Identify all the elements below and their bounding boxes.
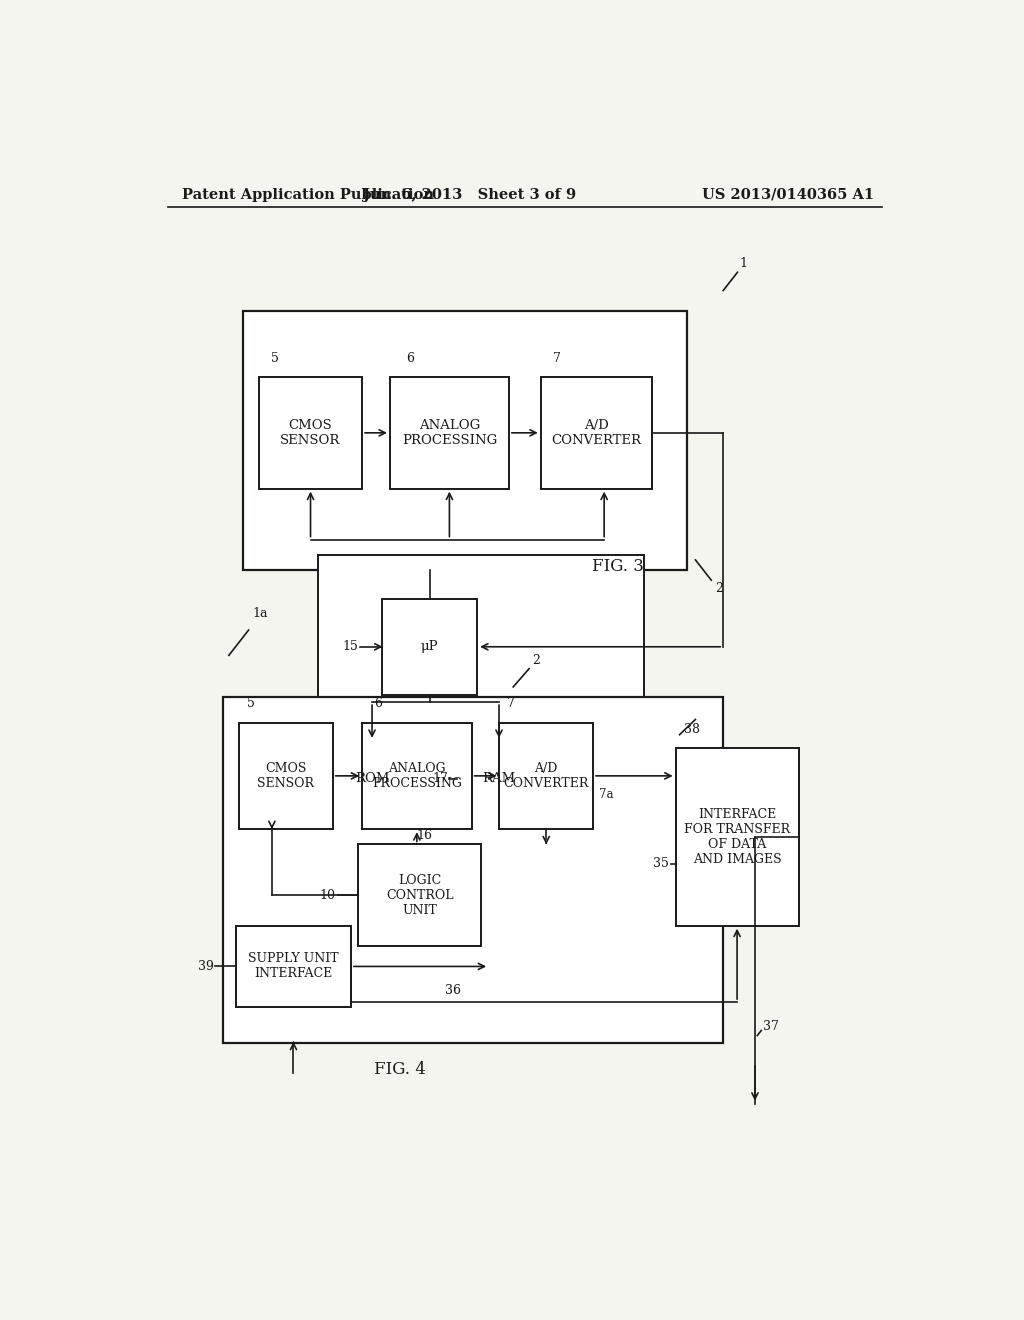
Bar <box>676 748 799 925</box>
Text: 1a: 1a <box>253 607 268 620</box>
Text: ANALOG
PROCESSING: ANALOG PROCESSING <box>372 762 462 789</box>
Text: CMOS
SENSOR: CMOS SENSOR <box>257 762 314 789</box>
Text: 10: 10 <box>319 888 336 902</box>
Bar <box>382 598 477 696</box>
Bar <box>236 925 351 1007</box>
Text: 6: 6 <box>406 351 414 364</box>
Bar <box>358 845 481 946</box>
Text: 2: 2 <box>716 582 723 595</box>
Bar <box>240 722 333 829</box>
Text: 7: 7 <box>553 351 560 364</box>
Text: FIG. 4: FIG. 4 <box>374 1061 426 1078</box>
Bar <box>390 378 509 488</box>
Text: ANALOG
PROCESSING: ANALOG PROCESSING <box>401 418 497 447</box>
Text: 36: 36 <box>445 983 462 997</box>
Bar <box>331 741 414 817</box>
Text: 1: 1 <box>740 257 748 271</box>
Text: 37: 37 <box>763 1019 779 1032</box>
Text: A/D
CONVERTER: A/D CONVERTER <box>504 762 589 789</box>
Text: ROM: ROM <box>354 772 389 785</box>
Bar <box>500 722 593 829</box>
Text: CMOS
SENSOR: CMOS SENSOR <box>281 418 341 447</box>
Text: FIG. 3: FIG. 3 <box>592 558 644 576</box>
Text: 5: 5 <box>247 697 255 710</box>
Text: Patent Application Publication: Patent Application Publication <box>182 187 434 202</box>
Text: US 2013/0140365 A1: US 2013/0140365 A1 <box>701 187 873 202</box>
Text: INTERFACE
FOR TRANSFER
OF DATA
AND IMAGES: INTERFACE FOR TRANSFER OF DATA AND IMAGE… <box>684 808 791 866</box>
Text: 5: 5 <box>270 351 279 364</box>
Text: 15: 15 <box>342 640 358 653</box>
Text: RAM: RAM <box>482 772 516 785</box>
Text: μP: μP <box>421 640 438 653</box>
Bar <box>458 741 541 817</box>
Text: 38: 38 <box>684 723 699 735</box>
Text: 7: 7 <box>507 697 515 710</box>
Text: 7a: 7a <box>599 788 614 801</box>
Text: SUPPLY UNIT
INTERFACE: SUPPLY UNIT INTERFACE <box>248 953 339 981</box>
Text: 6: 6 <box>374 697 382 710</box>
Text: 2: 2 <box>532 653 540 667</box>
Text: Jun. 6, 2013   Sheet 3 of 9: Jun. 6, 2013 Sheet 3 of 9 <box>362 187 575 202</box>
Bar <box>362 722 472 829</box>
Bar <box>318 554 644 738</box>
Text: 17: 17 <box>432 772 447 785</box>
Bar <box>541 378 652 488</box>
Text: 35: 35 <box>653 857 670 870</box>
Text: A/D
CONVERTER: A/D CONVERTER <box>551 418 641 447</box>
Bar <box>259 378 362 488</box>
Text: 39: 39 <box>198 960 214 973</box>
Text: 16: 16 <box>416 829 432 842</box>
Bar <box>243 312 687 570</box>
Bar <box>223 697 723 1043</box>
Text: LOGIC
CONTROL
UNIT: LOGIC CONTROL UNIT <box>386 874 454 917</box>
